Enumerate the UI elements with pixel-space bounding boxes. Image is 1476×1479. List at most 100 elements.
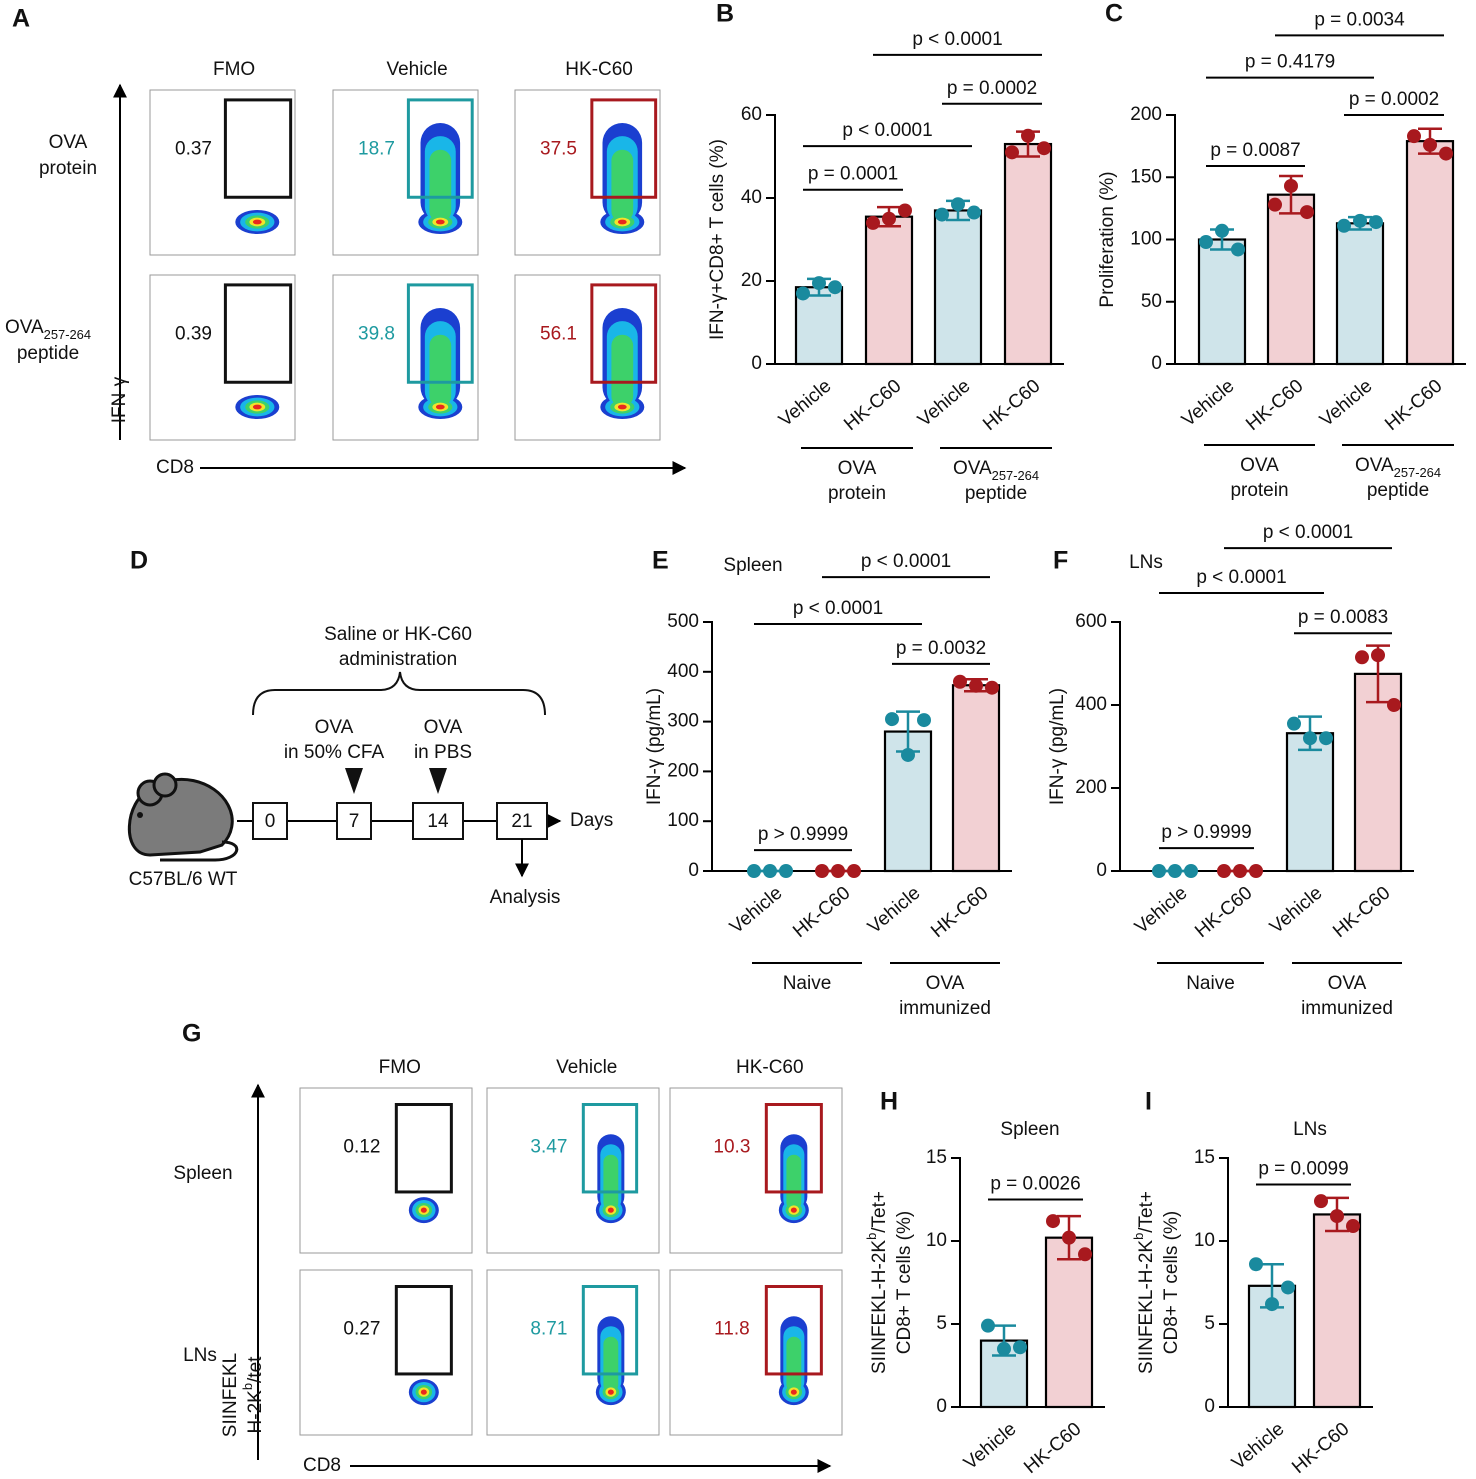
x-tick-label: HK-C60 bbox=[927, 883, 992, 943]
gate-percentage: 3.47 bbox=[530, 1136, 567, 1157]
data-point bbox=[747, 864, 761, 878]
bar bbox=[1044, 1236, 1094, 1409]
group-label-part: Naive bbox=[783, 973, 832, 994]
row-label: OVA257-264 bbox=[5, 317, 91, 342]
data-point bbox=[1287, 716, 1301, 731]
group-label: OVA bbox=[926, 973, 965, 994]
y-axis-label-part: IFN-γ bbox=[109, 376, 130, 423]
day-box bbox=[252, 802, 288, 840]
data-point bbox=[1369, 215, 1383, 230]
p-value-label: p > 0.9999 bbox=[1161, 822, 1251, 843]
bar bbox=[933, 209, 983, 366]
density-plot bbox=[611, 149, 634, 222]
y-axis-label-part: /Tet+ bbox=[869, 1191, 890, 1233]
row-label-part: peptide bbox=[17, 343, 79, 364]
gate-percentage: 10.3 bbox=[713, 1136, 750, 1157]
panel-letter: B bbox=[716, 0, 734, 28]
x-tick-label: HK-C60 bbox=[1329, 883, 1394, 943]
bar bbox=[1197, 238, 1247, 366]
y-tick-label: 200 bbox=[667, 760, 699, 781]
data-point bbox=[1346, 1219, 1360, 1234]
data-point bbox=[917, 713, 931, 728]
p-value-label: p = 0.0083 bbox=[1298, 607, 1388, 628]
gate bbox=[394, 1285, 453, 1376]
p-value-label: p < 0.0001 bbox=[861, 551, 951, 572]
injection-marker bbox=[345, 768, 363, 794]
y-tick-label: 200 bbox=[1075, 777, 1107, 798]
panel-letter: C bbox=[1105, 0, 1123, 28]
column-header: HK-C60 bbox=[736, 1057, 804, 1078]
group-label: protein bbox=[1230, 480, 1288, 501]
x-tick-label: Vehicle bbox=[1266, 883, 1326, 938]
y-tick-label: 0 bbox=[1096, 860, 1107, 881]
density-plot bbox=[603, 1336, 619, 1393]
x-tick-label: Vehicle bbox=[726, 883, 786, 938]
x-tick-label: Vehicle bbox=[914, 376, 974, 431]
gate bbox=[394, 1103, 453, 1194]
row-label-part: OVA bbox=[5, 317, 44, 338]
panel-letter: H bbox=[880, 1088, 898, 1116]
group-label-part: immunized bbox=[1301, 998, 1393, 1019]
density-plot bbox=[790, 1207, 797, 1213]
x-tick-label: HK-C60 bbox=[979, 376, 1044, 436]
x-tick-label: HK-C60 bbox=[1288, 1419, 1353, 1479]
y-axis-label-part: H-2K bbox=[245, 1390, 266, 1434]
panel-letter: G bbox=[182, 1020, 201, 1048]
y-axis-label: CD8+ T cells (%) bbox=[1161, 1211, 1182, 1354]
group-label-part: OVA bbox=[1328, 973, 1367, 994]
data-point bbox=[967, 205, 981, 220]
plot-frame bbox=[486, 1269, 660, 1436]
y-axis-label: IFN-γ (pg/mL) bbox=[1047, 688, 1068, 805]
plot-frame bbox=[669, 1087, 843, 1254]
gate bbox=[590, 283, 658, 384]
y-axis-label-part: Proliferation (%) bbox=[1097, 171, 1118, 307]
plot-frame bbox=[486, 1087, 660, 1254]
group-label: OVA bbox=[1328, 973, 1367, 994]
density-plot bbox=[617, 219, 627, 225]
row-label: peptide bbox=[17, 343, 79, 364]
y-tick-label: 300 bbox=[667, 711, 699, 732]
gate-percentage: 0.12 bbox=[343, 1136, 380, 1157]
data-point bbox=[1062, 1230, 1076, 1245]
group-label-part: OVA bbox=[1240, 455, 1279, 476]
mouse-label: C57BL/6 WT bbox=[129, 869, 238, 890]
data-point bbox=[953, 674, 967, 689]
density-plot bbox=[252, 404, 262, 410]
y-tick-label: 10 bbox=[1194, 1230, 1215, 1251]
x-tick-label: HK-C60 bbox=[840, 376, 905, 436]
event-label-part: in 50% CFA bbox=[284, 742, 385, 763]
bar bbox=[794, 286, 844, 366]
y-tick-label: 500 bbox=[667, 611, 699, 632]
data-point bbox=[1078, 1247, 1092, 1262]
group-label-part: OVA bbox=[1355, 455, 1394, 476]
density-plot bbox=[429, 334, 452, 407]
treatment-label: Saline or HK-C60 bbox=[324, 624, 472, 645]
data-point bbox=[779, 864, 793, 878]
day-label: 21 bbox=[511, 811, 532, 832]
gate bbox=[590, 98, 658, 199]
x-tick-label: HK-C60 bbox=[1191, 883, 1256, 943]
brace bbox=[252, 671, 546, 716]
end-label: Analysis bbox=[490, 887, 561, 908]
column-header: Vehicle bbox=[556, 1057, 617, 1078]
day-label: 14 bbox=[427, 811, 449, 832]
y-tick-label: 400 bbox=[1075, 694, 1107, 715]
column-header: FMO bbox=[213, 59, 255, 80]
p-value-label: p < 0.0001 bbox=[912, 29, 1002, 50]
data-point bbox=[1249, 1257, 1263, 1272]
data-point bbox=[981, 1318, 995, 1333]
y-axis-label-part: SIINFEKL bbox=[220, 1353, 241, 1437]
density-plot bbox=[420, 1389, 427, 1395]
y-axis-label-part: /Tet+ bbox=[1136, 1191, 1157, 1233]
p-value-label: p < 0.0001 bbox=[1263, 522, 1353, 543]
panel-letter: A bbox=[12, 5, 30, 33]
group-label-part: OVA bbox=[953, 458, 992, 479]
data-point bbox=[1233, 864, 1247, 878]
y-axis-label-part: IFN-γ (pg/mL) bbox=[1047, 688, 1068, 805]
group-label-part: immunized bbox=[899, 998, 991, 1019]
gate-percentage: 11.8 bbox=[714, 1318, 750, 1339]
group-label-part: peptide bbox=[965, 483, 1027, 504]
row-label: OVA bbox=[49, 132, 88, 153]
p-value-label: p = 0.0026 bbox=[990, 1174, 1080, 1195]
gate bbox=[581, 1103, 639, 1194]
